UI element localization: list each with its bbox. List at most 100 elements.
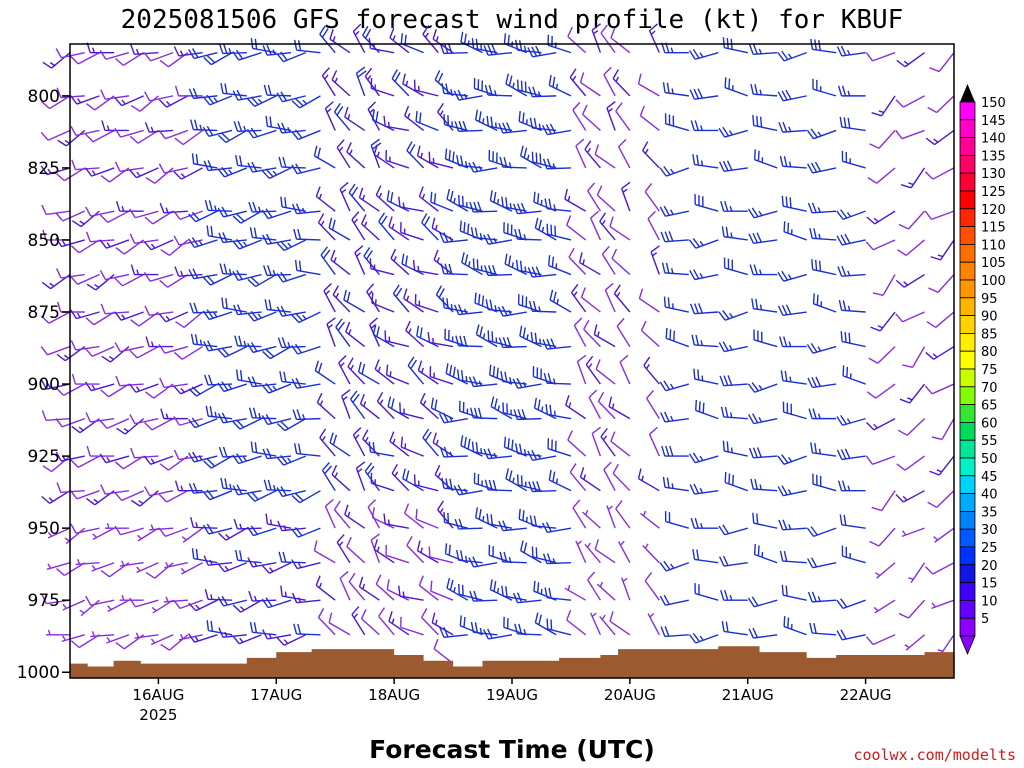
- barb-feather: [503, 156, 508, 168]
- barb-feather: [549, 123, 556, 134]
- barb-half-feather: [369, 108, 375, 114]
- wind-barb: [418, 575, 439, 601]
- barb-feather: [867, 177, 878, 184]
- barb-feather: [486, 513, 490, 525]
- barb-feather: [291, 495, 301, 504]
- barb-feather: [144, 421, 153, 431]
- wind-barb: [837, 85, 866, 97]
- barb-staff: [314, 550, 336, 564]
- barb-feather: [463, 335, 468, 347]
- barb-staff: [90, 210, 115, 217]
- barb-feather: [194, 334, 199, 345]
- wind-barb: [596, 581, 616, 601]
- barb-staff: [346, 546, 366, 564]
- barb-feather: [748, 628, 755, 639]
- barb-feather: [778, 336, 784, 347]
- barb-feather: [86, 103, 96, 111]
- barb-feather: [375, 185, 382, 196]
- wind-barb: [475, 109, 498, 132]
- barb-half-feather: [79, 609, 85, 614]
- barb-feather: [457, 484, 464, 495]
- wind-barb: [908, 562, 926, 584]
- wind-barb: [70, 523, 100, 534]
- barb-staff: [517, 238, 542, 241]
- barb-feather: [208, 374, 213, 385]
- barb-staff: [872, 239, 896, 251]
- wind-barb: [232, 304, 262, 316]
- barb-staff: [664, 486, 689, 492]
- barb-feather: [129, 597, 136, 608]
- barb-staff: [638, 83, 660, 97]
- barb-feather: [277, 123, 283, 134]
- wind-barb: [873, 599, 896, 614]
- barb-feather: [696, 154, 700, 166]
- wind-barb: [501, 196, 527, 212]
- barb-feather: [281, 122, 287, 133]
- barb-feather: [235, 369, 239, 380]
- barb-feather: [647, 210, 656, 220]
- wind-barb: [498, 337, 527, 349]
- wind-barb: [579, 72, 601, 97]
- barb-feather: [404, 105, 410, 116]
- barb-feather: [449, 478, 453, 490]
- barb-staff: [694, 311, 719, 315]
- barb-feather: [927, 501, 938, 508]
- barb-feather: [262, 629, 268, 640]
- wind-barb: [650, 245, 660, 275]
- wind-barb: [486, 115, 513, 132]
- wind-barb: [933, 527, 955, 543]
- barb-feather: [405, 470, 410, 481]
- barb-feather: [481, 295, 485, 307]
- barb-feather: [42, 229, 47, 241]
- wind-barb: [659, 380, 689, 392]
- barb-feather: [70, 523, 77, 534]
- wind-barb: [294, 259, 321, 276]
- barb-staff: [180, 383, 203, 395]
- barb-feather: [294, 343, 303, 354]
- barb-half-feather: [602, 435, 608, 441]
- barb-feather: [369, 317, 379, 326]
- barb-feather: [528, 86, 533, 97]
- barb-feather: [501, 305, 508, 316]
- wind-barb: [809, 227, 837, 241]
- barb-staff: [64, 562, 86, 577]
- barb-half-feather: [387, 519, 390, 525]
- wind-barb: [455, 335, 483, 348]
- barb-feather: [419, 327, 423, 338]
- wind-barb: [293, 443, 321, 457]
- barb-feather: [293, 623, 298, 635]
- barb-feather: [752, 413, 759, 424]
- barb-feather: [85, 231, 91, 242]
- barb-staff: [938, 52, 955, 72]
- barb-feather: [689, 484, 696, 495]
- barb-feather: [206, 620, 210, 631]
- wind-barb: [262, 345, 292, 360]
- barb-feather: [206, 94, 215, 104]
- barb-feather: [267, 84, 272, 96]
- barb-staff: [76, 490, 100, 500]
- wind-barb: [443, 511, 468, 529]
- barb-feather: [468, 162, 475, 173]
- wind-barb: [386, 579, 410, 601]
- barb-half-feather: [326, 108, 332, 113]
- wind-barb: [264, 299, 292, 313]
- wind-barb: [505, 73, 528, 97]
- barb-feather: [85, 412, 92, 423]
- wind-barb: [475, 507, 498, 529]
- barb-feather: [362, 429, 369, 440]
- wind-barb: [483, 628, 513, 640]
- barb-staff: [600, 436, 616, 457]
- wind-barb: [617, 138, 631, 169]
- wind-barb: [534, 217, 557, 241]
- wind-barb: [315, 575, 336, 601]
- barb-staff: [167, 273, 189, 288]
- barb-half-feather: [406, 295, 410, 302]
- barb-feather: [718, 127, 726, 138]
- barb-feather: [844, 448, 851, 459]
- wind-barb: [871, 95, 896, 117]
- barb-feather: [144, 486, 151, 497]
- barb-half-feather: [523, 45, 527, 52]
- wind-barb: [564, 188, 587, 212]
- barb-feather: [315, 186, 321, 197]
- barb-half-feather: [138, 500, 144, 505]
